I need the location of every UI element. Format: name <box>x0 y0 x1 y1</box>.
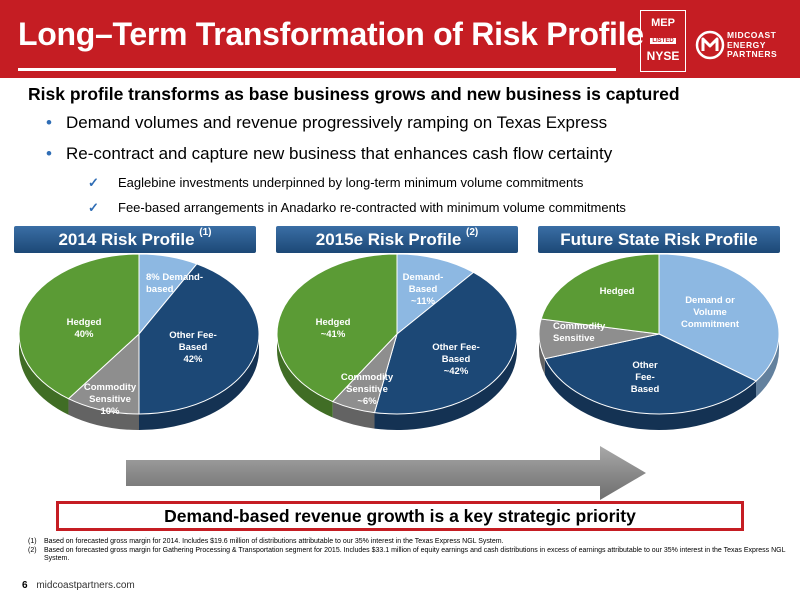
slice-label: Commodity <box>553 321 606 332</box>
slice-label: 40% <box>74 329 94 340</box>
pie-slice-side <box>374 334 517 430</box>
bullet-dot-icon: • <box>46 113 52 132</box>
footnote: (2) Based on forecasted gross margin for… <box>28 547 788 564</box>
pie-slice-side <box>539 334 545 375</box>
slice-label: Commitment <box>681 319 740 330</box>
pie-slice-side <box>332 401 375 429</box>
progress-arrow-icon <box>126 446 646 500</box>
bullet-text: Re-contract and capture new business tha… <box>66 144 613 163</box>
pie-slice-side <box>19 334 69 415</box>
key-message-box: Demand-based revenue growth is a key str… <box>56 501 744 531</box>
slice-label: Based <box>179 342 208 353</box>
pie-slice <box>373 271 518 415</box>
logo-line-1: MIDCOAST <box>727 30 777 40</box>
chart-1-labels: 8% Demand- based Other Fee- Based 42% Co… <box>67 272 217 417</box>
slice-label: Based <box>409 284 438 295</box>
slice-label: 10% <box>100 406 120 417</box>
footnote: (1) Based on forecasted gross margin for… <box>28 538 788 547</box>
footer: 6 midcoastpartners.com <box>22 580 135 591</box>
checkmark-icon: ✓ <box>88 200 99 215</box>
profile-header-2014: 2014 Risk Profile (1) <box>14 226 256 253</box>
slice-label: Commodity <box>84 382 137 393</box>
slice-label: Fee- <box>635 372 655 383</box>
pie-slice-side <box>756 334 779 398</box>
pie-slice-side <box>68 398 139 430</box>
bullet-text: Demand volumes and revenue progressively… <box>66 113 608 132</box>
slice-label: ~42% <box>444 366 469 377</box>
title-underline <box>18 68 616 71</box>
footnote-text: Based on forecasted gross margin for 201… <box>44 538 504 545</box>
pie-slice <box>138 263 260 415</box>
slice-label: Sensitive <box>89 394 131 405</box>
logo-line-2: ENERGY <box>727 39 766 50</box>
sub-bullet-text: Fee-based arrangements in Anadarko re-co… <box>118 200 626 215</box>
pie-slice-side <box>277 334 333 418</box>
bullet-dot-icon: • <box>46 144 52 163</box>
slice-label: 42% <box>183 354 203 365</box>
profile-title: 2014 Risk Profile <box>58 230 195 249</box>
slice-label: Volume <box>693 307 727 318</box>
nyse-listed-badge: MEP LISTED NYSE <box>640 10 686 72</box>
footnote-number: (2) <box>28 546 37 554</box>
pie-slice <box>658 253 780 382</box>
chart-2-labels: Demand- Based ~11% Other Fee- Based ~42%… <box>316 272 480 407</box>
footnotes: (1) Based on forecasted gross margin for… <box>28 538 788 564</box>
slice-label: Based <box>631 384 660 395</box>
slice-label: Sensitive <box>346 384 388 395</box>
slide-title: Long–Term Transformation of Risk Profile <box>18 16 644 52</box>
slice-label: Other Fee- <box>432 342 480 353</box>
badge-listed: LISTED <box>650 38 676 44</box>
pie-slice <box>544 333 757 415</box>
company-logo: MIDCOAST ENERGY PARTNERS <box>695 30 797 64</box>
risk-profile-charts: 8% Demand- based Other Fee- Based 42% Co… <box>18 253 780 430</box>
footnote-text: Based on forecasted gross margin for Gat… <box>44 546 786 563</box>
pie-slice <box>396 253 475 336</box>
logo-text: MIDCOAST ENERGY PARTNERS <box>727 30 778 60</box>
pie-slice-side <box>544 358 757 430</box>
pie-slice <box>540 253 660 335</box>
slice-label: Hedged <box>67 317 102 328</box>
chart-3-labels: Demand or Volume Commitment Other Fee- B… <box>553 286 740 395</box>
slice-label: Hedged <box>316 317 351 328</box>
profile-note: (1) <box>199 227 212 238</box>
profile-title: Future State Risk Profile <box>560 230 758 249</box>
pie-slice <box>276 253 398 403</box>
pie-slice <box>18 253 140 400</box>
midcoast-logo-icon <box>695 30 725 60</box>
slice-label: Demand or <box>685 295 735 306</box>
slice-label: Demand- <box>403 272 444 283</box>
slice-label: Commodity <box>341 372 394 383</box>
slice-label: Based <box>442 354 471 365</box>
slice-label: Hedged <box>600 286 635 297</box>
badge-ticker: MEP <box>651 17 675 29</box>
pie-slice <box>67 332 140 415</box>
header-bar: Long–Term Transformation of Risk Profile… <box>0 0 800 78</box>
page-number: 6 <box>22 580 28 591</box>
slice-label: ~11% <box>411 296 436 307</box>
slice-label: 8% Demand- <box>146 272 203 283</box>
slice-label: Other <box>632 360 658 371</box>
footnote-number: (1) <box>28 538 37 545</box>
headline: Risk profile transforms as base business… <box>28 84 680 104</box>
profile-header-2015e: 2015e Risk Profile (2) <box>276 226 518 253</box>
slice-label: ~6% <box>357 396 377 407</box>
logo-line-3: PARTNERS <box>727 49 778 59</box>
slice-label: Sensitive <box>553 333 595 344</box>
profile-note: (2) <box>466 227 479 238</box>
checkmark-icon: ✓ <box>88 175 99 190</box>
slice-label: ~41% <box>321 329 346 340</box>
profile-header-future: Future State Risk Profile <box>538 226 780 253</box>
sub-bullet-text: Eaglebine investments underpinned by lon… <box>118 175 584 190</box>
slice-label: Other Fee- <box>169 330 217 341</box>
site-url: midcoastpartners.com <box>36 580 135 591</box>
profile-title: 2015e Risk Profile <box>315 230 462 249</box>
slice-label: based <box>146 284 174 295</box>
badge-exchange: NYSE <box>646 49 680 63</box>
